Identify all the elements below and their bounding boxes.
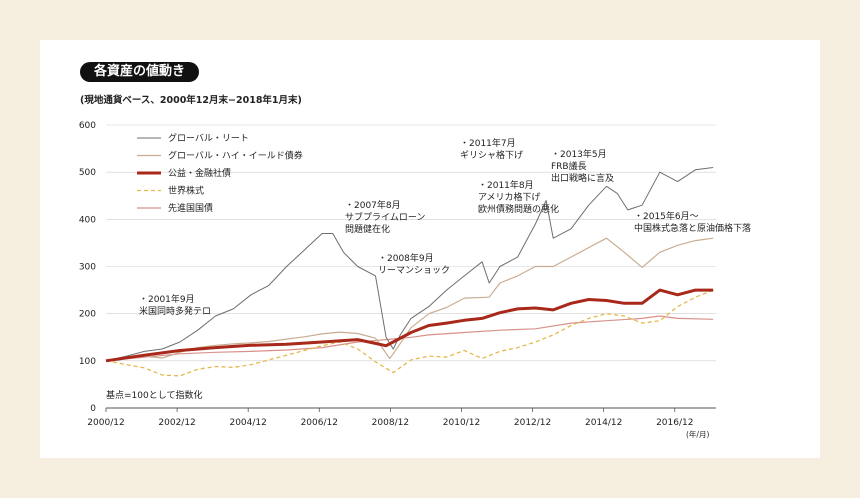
series-line-1 — [105, 237, 714, 362]
annotation-line: ・2013年5月 — [551, 148, 607, 160]
annotation: ・2008年9月リーマンショック — [378, 252, 450, 276]
legend-label: 先進国国債 — [168, 202, 213, 214]
annotation-line: ・2011年7月 — [460, 137, 516, 149]
annotation-line: ・2015年6月～ — [634, 210, 699, 222]
x-tick-label: 2006/12 — [301, 418, 338, 428]
x-unit-label: (年/月) — [686, 429, 709, 439]
annotation: ・2001年9月米国同時多発テロ — [139, 293, 211, 317]
annotation-line: ・2001年9月 — [139, 293, 195, 305]
annotation-line: ギリシャ格下げ — [460, 149, 523, 161]
y-tick-label: 500 — [79, 168, 96, 178]
y-tick-labels: 0 100 200 300 400 500 600 — [79, 121, 96, 414]
annotation-line: 出口戦略に言及 — [551, 172, 614, 184]
chart-subtitle: (現地通貨ベース、2000年12月末−2018年1月末) — [80, 95, 302, 106]
y-tick-label: 200 — [79, 310, 96, 320]
series-line-0 — [105, 167, 714, 362]
x-tick-label: 2000/12 — [87, 418, 124, 428]
y-tick-label: 0 — [90, 404, 96, 414]
annotation: ・2013年5月 FRB議長出口戦略に言及 — [551, 148, 614, 184]
legend-label: 公益・金融社債 — [168, 167, 231, 179]
x-tick-label: 2010/12 — [443, 418, 480, 428]
annotation-line: リーマンショック — [378, 265, 450, 276]
annotation-line: 米国同時多発テロ — [139, 305, 211, 317]
x-tick-label: 2016/12 — [656, 418, 693, 428]
annotation: ・2011年7月ギリシャ格下げ — [460, 137, 523, 161]
gridlines — [105, 124, 716, 412]
annotation: ・2015年6月～中国株式急落と原油価格下落 — [634, 210, 751, 234]
series-line-2 — [105, 288, 714, 363]
annotation: ・2007年8月サブプライムローン問題健在化 — [345, 199, 425, 235]
chart-title: 各資産の値動き — [80, 62, 200, 82]
x-tick-label: 2008/12 — [372, 418, 409, 428]
y-tick-label: 600 — [79, 121, 96, 131]
base-note: 基点=100として指数化 — [106, 389, 202, 401]
annotation-line: アメリカ格下げ — [478, 191, 541, 203]
x-tick-label: 2012/12 — [514, 418, 551, 428]
annotation-line: 中国株式急落と原油価格下落 — [634, 222, 751, 234]
legend-label: グローバル・ハイ・イールド債券 — [168, 150, 303, 162]
x-tick-label: 2004/12 — [229, 418, 266, 428]
annotation-line: サブプライムローン — [345, 211, 425, 223]
annotation-line: FRB議長 — [551, 160, 587, 172]
y-tick-label: 300 — [79, 263, 96, 273]
y-tick-label: 400 — [79, 215, 96, 225]
x-tick-label: 2002/12 — [158, 418, 195, 428]
annotation-line: 問題健在化 — [345, 223, 390, 235]
x-tick-labels: 2000/12 2002/12 2004/12 2006/12 2008/12 2010/… — [87, 418, 693, 428]
annotations: ・2001年9月米国同時多発テロ・2007年8月サブプライムローン問題健在化・2… — [139, 137, 751, 317]
legend-label: グローバル・リート — [168, 132, 249, 144]
series-line-3 — [105, 289, 714, 377]
legend-label: 世界株式 — [168, 185, 204, 197]
series-lines — [105, 167, 714, 377]
annotation-line: ・2008年9月 — [378, 252, 434, 264]
annotation: ・2011年8月アメリカ格下げ欧州債務問題の悪化 — [478, 179, 559, 215]
series-line-4 — [105, 315, 714, 362]
annotation-line: ・2011年8月 — [478, 179, 534, 191]
chart-card — [40, 40, 820, 458]
y-tick-label: 100 — [79, 357, 96, 367]
annotation-line: ・2007年8月 — [345, 199, 401, 211]
annotation-line: 欧州債務問題の悪化 — [478, 203, 559, 215]
x-tick-label: 2014/12 — [585, 418, 622, 428]
